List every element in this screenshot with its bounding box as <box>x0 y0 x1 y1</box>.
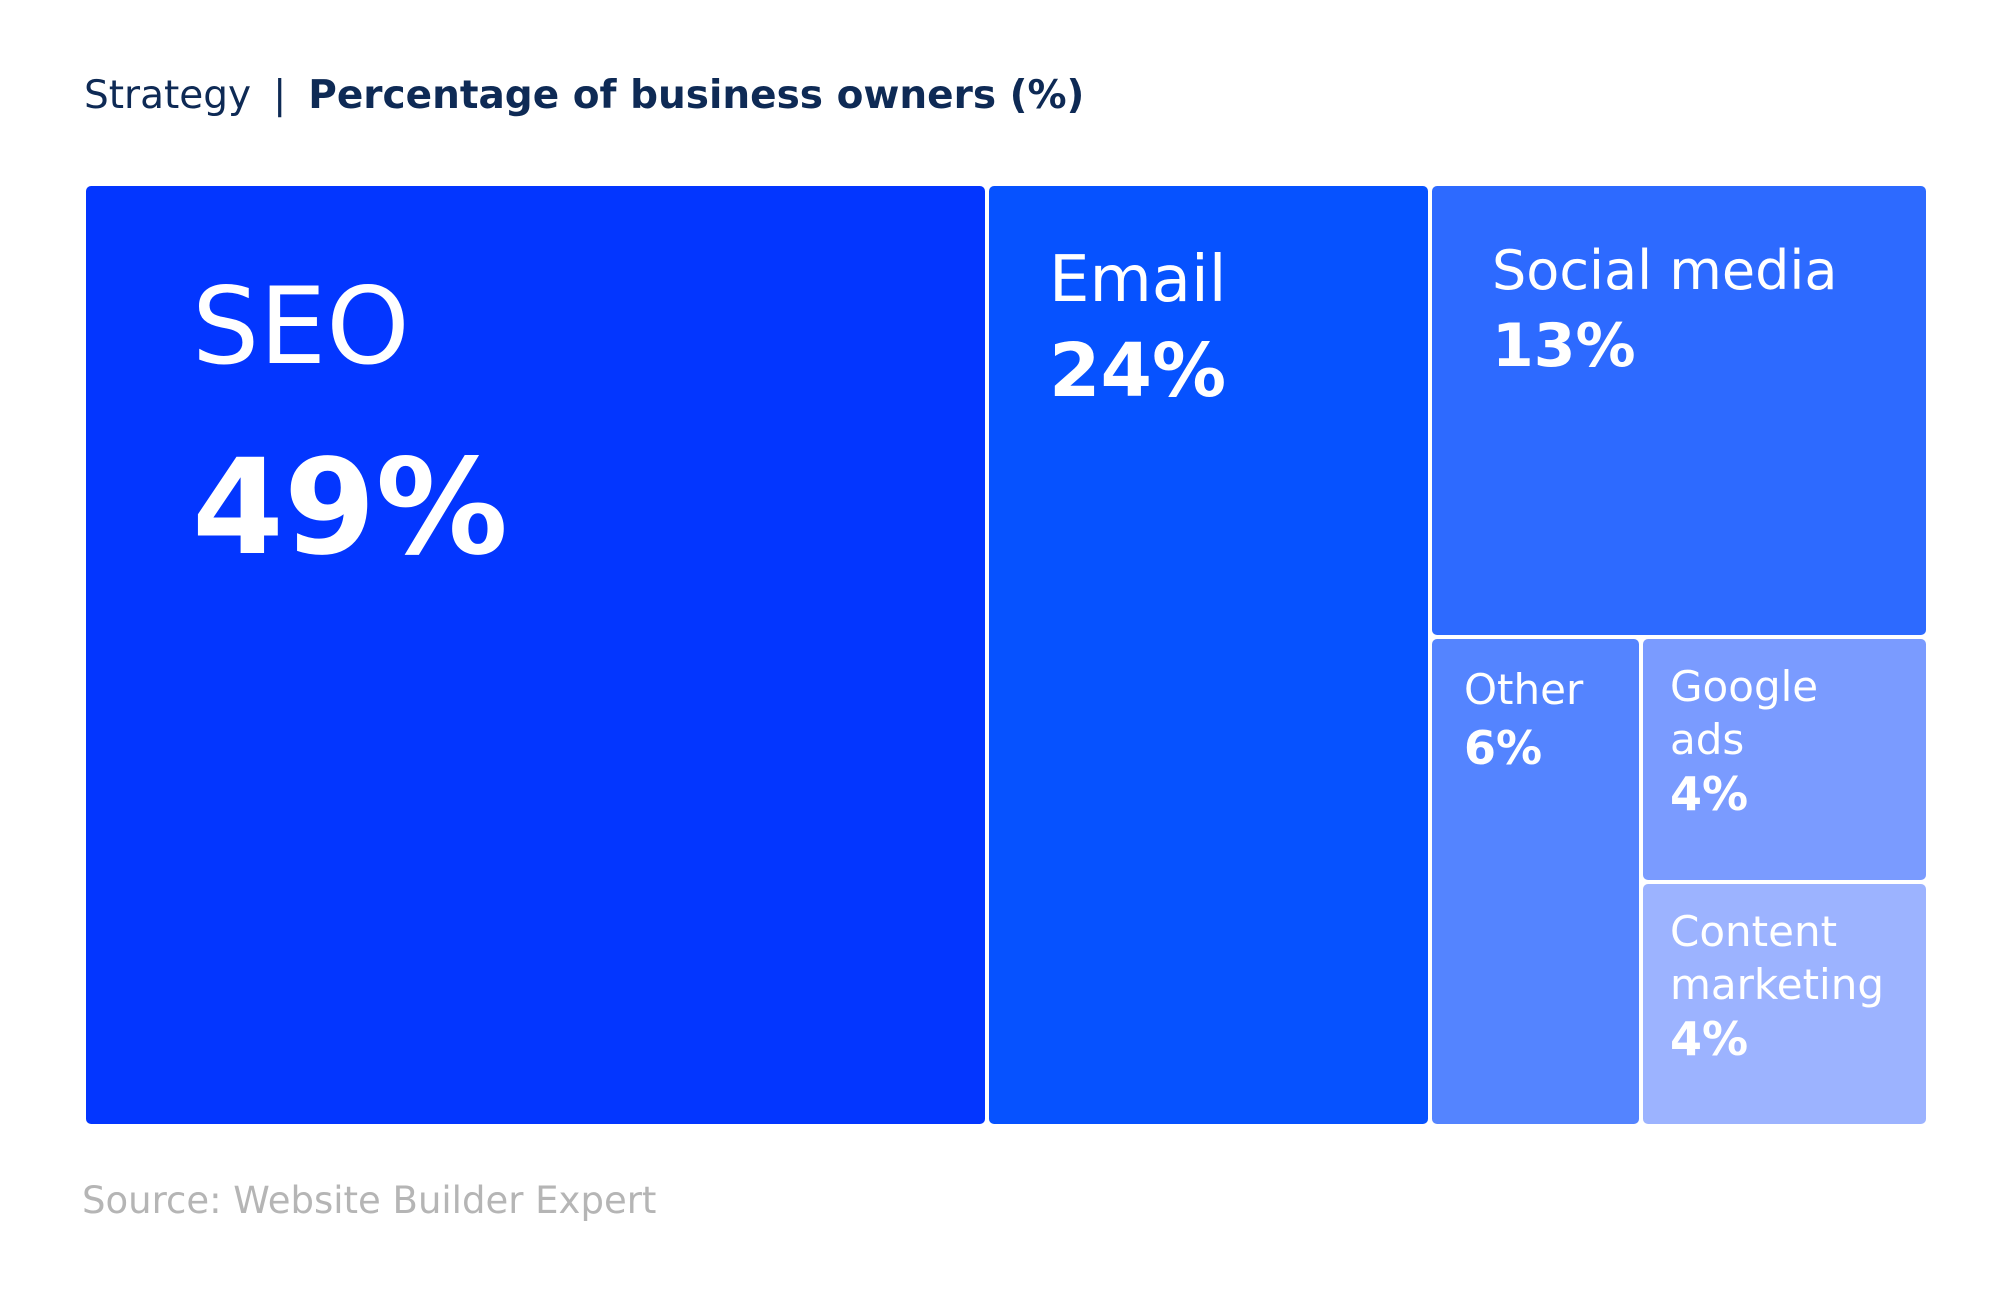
tile-label-email: Email <box>1049 243 1227 317</box>
tile-seo: SEO 49% <box>86 186 985 1124</box>
tile-content-marketing: Content marketing 4% <box>1643 884 1926 1124</box>
tile-value-social-media: 13% <box>1492 311 1636 381</box>
tile-label-google-ads: Google ads <box>1670 662 1819 764</box>
tile-value-email: 24% <box>1049 328 1227 414</box>
tile-other: Other 6% <box>1432 639 1639 1124</box>
chart-title: Percentage of business owners (%) <box>308 73 1085 118</box>
tile-email: Email 24% <box>989 186 1428 1124</box>
chart-header: Strategy | Percentage of business owners (… <box>84 66 1084 126</box>
tile-value-content-marketing: 4% <box>1670 1012 1749 1066</box>
tile-social-media: Social media 13% <box>1432 186 1926 635</box>
tile-label-social-media: Social media <box>1492 239 1838 302</box>
header-separator: | <box>273 73 287 118</box>
tile-label-content-marketing: Content marketing <box>1670 907 1884 1009</box>
tile-google-ads: Google ads 4% <box>1643 639 1926 880</box>
tile-label-other: Other <box>1464 665 1584 714</box>
tile-value-other: 6% <box>1464 721 1543 775</box>
tile-label-seo: SEO <box>192 265 410 388</box>
tile-value-google-ads: 4% <box>1670 767 1749 821</box>
dimension-label: Strategy <box>84 73 252 118</box>
tile-value-seo: 49% <box>192 431 508 585</box>
source-note: Source: Website Builder Expert <box>82 1179 657 1222</box>
